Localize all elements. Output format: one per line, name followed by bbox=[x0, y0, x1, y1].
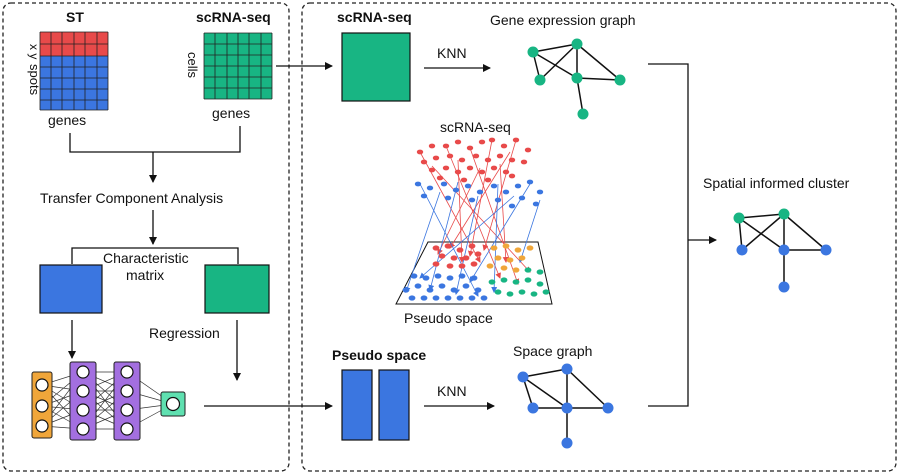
space-graph bbox=[517, 363, 614, 449]
scrna-box-right bbox=[341, 32, 411, 102]
pseudo-box-1 bbox=[341, 369, 373, 441]
scrna-mid-label: scRNA-seq bbox=[440, 119, 511, 135]
char-matrix-green bbox=[204, 264, 270, 314]
spots-label: spots bbox=[27, 64, 42, 96]
right-panel bbox=[301, 2, 897, 472]
st-matrix bbox=[39, 31, 109, 111]
genes-left-label: genes bbox=[48, 112, 86, 128]
gene-expr-graph-title: Gene expression graph bbox=[490, 12, 636, 28]
neural-network bbox=[31, 361, 186, 441]
xy-label: x y bbox=[27, 44, 41, 59]
left-panel bbox=[2, 2, 290, 472]
genes-right-label: genes bbox=[212, 105, 250, 121]
st-title: ST bbox=[66, 9, 84, 25]
char-matrix-blue bbox=[39, 264, 103, 314]
spatial-cluster-title: Spatial informed cluster bbox=[703, 175, 850, 191]
pseudo-space-illustration bbox=[395, 137, 553, 305]
char-label-line2: matrix bbox=[126, 267, 164, 283]
regression-label: Regression bbox=[149, 325, 220, 341]
tca-label: Transfer Component Analysis bbox=[40, 190, 223, 206]
space-graph-title: Space graph bbox=[513, 343, 592, 359]
pseudo-space-bold-label: Pseudo space bbox=[332, 347, 426, 363]
spatial-cluster-graph bbox=[733, 208, 832, 293]
knn-bottom-label: KNN bbox=[437, 383, 467, 399]
pseudo-space-small-label: Pseudo space bbox=[404, 310, 493, 326]
scrna-title-right: scRNA-seq bbox=[337, 9, 412, 25]
scrna-title-left: scRNA-seq bbox=[196, 9, 271, 25]
char-label-line1: Characteristic bbox=[103, 250, 189, 266]
knn-top-label: KNN bbox=[437, 45, 467, 61]
gene-expression-graph bbox=[527, 38, 626, 120]
cells-label: cells bbox=[185, 52, 200, 79]
scrna-matrix-left bbox=[203, 32, 273, 100]
pseudo-box-2 bbox=[378, 369, 410, 441]
